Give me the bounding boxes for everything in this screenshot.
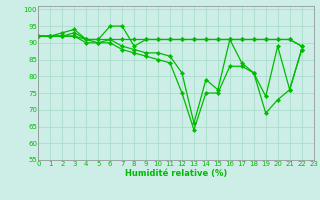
X-axis label: Humidité relative (%): Humidité relative (%) — [125, 169, 227, 178]
